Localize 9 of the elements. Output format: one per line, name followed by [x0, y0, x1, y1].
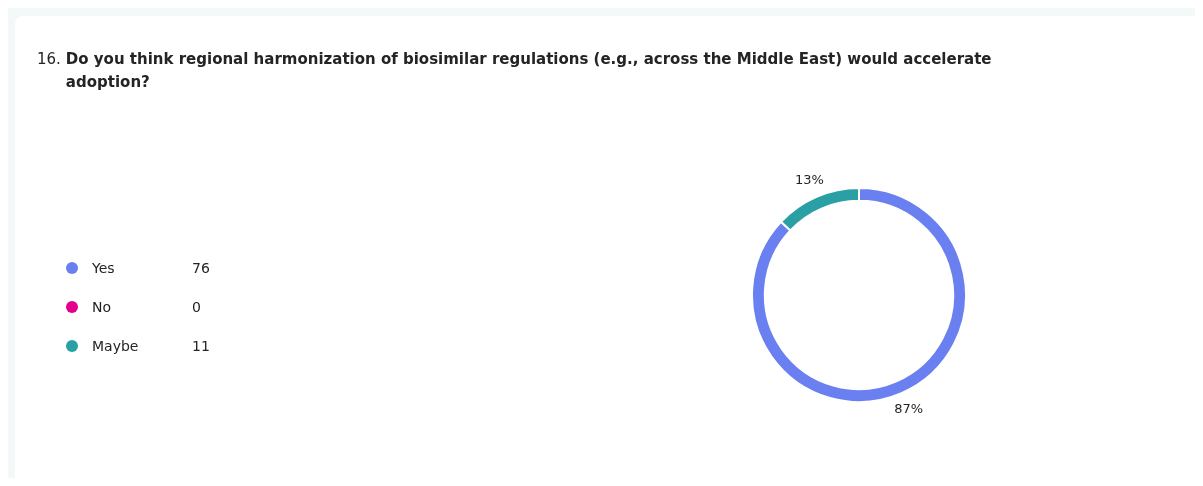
text: 0	[192, 298, 201, 315]
legend-label: No	[92, 298, 113, 315]
text: 76	[192, 259, 210, 276]
legend-label: Yes	[92, 259, 116, 276]
text: 11	[192, 337, 210, 354]
legend-label: Maybe	[92, 337, 140, 354]
data-label: 87%	[894, 401, 924, 417]
data-label: 13%	[794, 171, 824, 187]
chart-title: 16. Do you think regional harmonization of biosimilar regulations (e.g., across the Middle East) would accelerate adoption?	[37, 49, 993, 93]
